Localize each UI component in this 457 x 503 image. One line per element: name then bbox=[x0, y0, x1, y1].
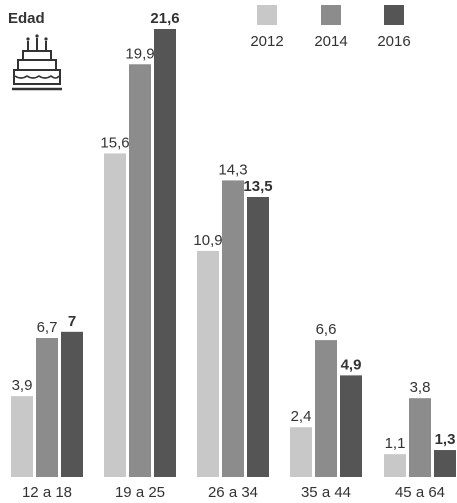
value-label-2014-4: 6,6 bbox=[316, 321, 337, 338]
bar-2012-1 bbox=[11, 396, 33, 477]
value-label-2014-5: 3,8 bbox=[410, 379, 431, 396]
value-label-2014-2: 19,9 bbox=[125, 45, 154, 62]
legend-label-2012: 2012 bbox=[250, 33, 283, 50]
birthday-cake-icon bbox=[12, 34, 62, 91]
value-label-2012-2: 15,6 bbox=[100, 134, 129, 151]
bar-2016-4 bbox=[340, 375, 362, 477]
legend-swatch-2014 bbox=[321, 5, 341, 25]
value-label-2016-5: 1,3 bbox=[435, 431, 456, 448]
bar-2016-2 bbox=[154, 29, 176, 477]
value-label-2012-5: 1,1 bbox=[385, 435, 406, 452]
value-label-2016-4: 4,9 bbox=[341, 356, 362, 373]
bar-2012-2 bbox=[104, 153, 126, 477]
value-label-2016-2: 21,6 bbox=[150, 10, 179, 27]
bar-2014-2 bbox=[129, 64, 151, 477]
bar-2012-3 bbox=[197, 250, 219, 477]
bars bbox=[11, 29, 456, 477]
value-label-2012-3: 10,9 bbox=[193, 232, 222, 249]
category-label-1: 12 a 18 bbox=[22, 484, 72, 501]
category-label-2: 19 a 25 bbox=[115, 484, 165, 501]
bar-2014-1 bbox=[36, 338, 58, 477]
bar-2016-3 bbox=[247, 197, 269, 477]
value-label-2012-1: 3,9 bbox=[12, 377, 33, 394]
value-label-2016-3: 13,5 bbox=[243, 178, 272, 195]
category-labels: 12 a 18 19 a 25 26 a 34 35 a 44 45 a 64 bbox=[22, 484, 445, 501]
category-label-4: 35 a 44 bbox=[301, 484, 351, 501]
bar-2016-5 bbox=[434, 450, 456, 477]
bar-2014-5 bbox=[409, 398, 431, 477]
value-label-2012-4: 2,4 bbox=[291, 408, 312, 425]
category-label-3: 26 a 34 bbox=[208, 484, 258, 501]
bar-2014-4 bbox=[315, 340, 337, 477]
legend-swatch-2012 bbox=[257, 5, 277, 25]
value-labels: 3,9 6,7 7 15,6 19,9 21,6 10,9 14,313,5 2,4 6,6 4,9… bbox=[12, 10, 456, 452]
bar-2014-3 bbox=[222, 180, 244, 477]
value-label-2014-3: 14,3 bbox=[218, 161, 247, 178]
legend: 2012 2014 2016 bbox=[250, 5, 411, 50]
bar-2012-5 bbox=[384, 454, 406, 477]
bar-2012-4 bbox=[290, 427, 312, 477]
legend-swatch-2016 bbox=[384, 5, 404, 25]
legend-label-2016: 2016 bbox=[377, 33, 410, 50]
legend-label-2014: 2014 bbox=[314, 33, 347, 50]
chart-title: Edad bbox=[8, 10, 45, 27]
bar-2016-1 bbox=[61, 331, 83, 477]
value-label-2016-1: 7 bbox=[68, 313, 76, 330]
category-label-5: 45 a 64 bbox=[395, 484, 445, 501]
value-label-2014-1: 6,7 bbox=[37, 319, 58, 336]
